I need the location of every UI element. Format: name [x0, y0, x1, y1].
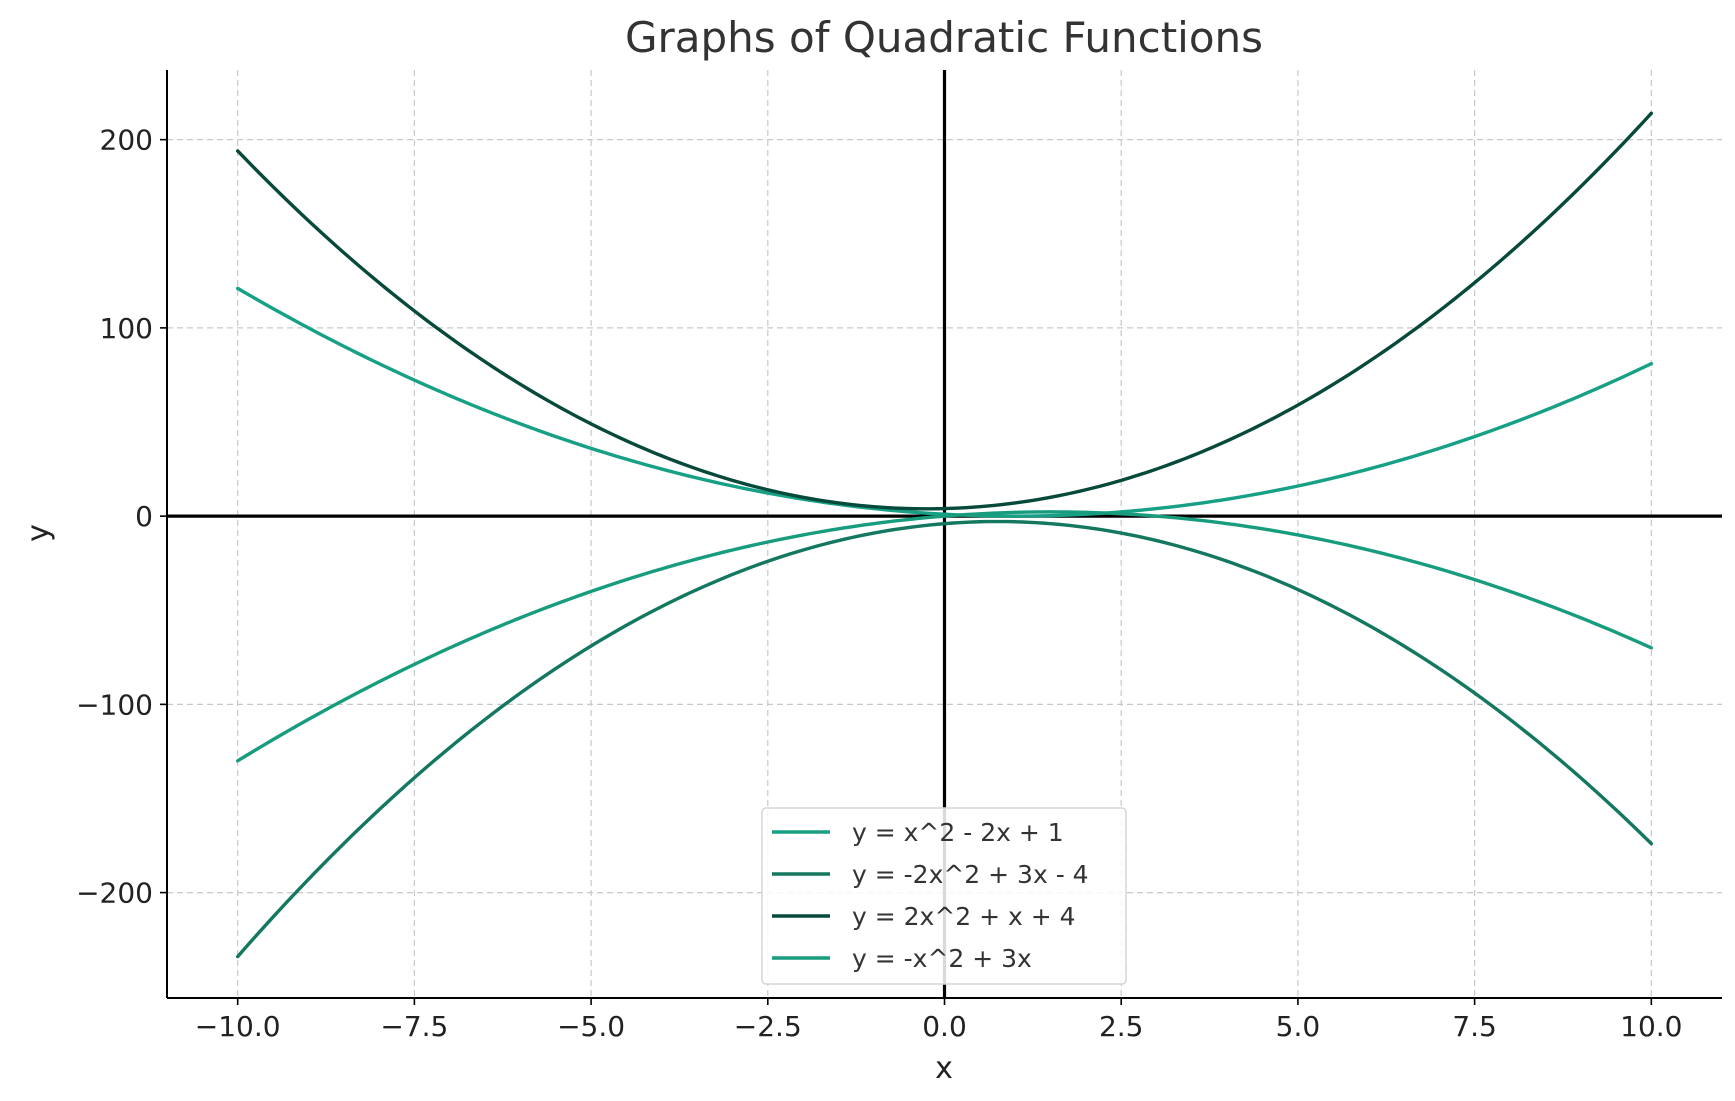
series-line-4 — [235, 510, 1654, 763]
y-axis-ticks: −200 −100 0 100 200 — [76, 124, 167, 910]
chart-title: Graphs of Quadratic Functions — [625, 13, 1263, 62]
x-tick-label: −2.5 — [734, 1010, 802, 1043]
legend: y = x^2 - 2x + 1 y = -2x^2 + 3x - 4 y = 2x… — [761, 807, 1127, 985]
legend-box — [761, 807, 1127, 985]
x-tick-label: 0.0 — [922, 1010, 967, 1043]
legend-label-2: y = -2x^2 + 3x - 4 — [852, 860, 1089, 889]
legend-label-4: y = -x^2 + 3x — [852, 944, 1032, 973]
x-tick-label: 10.0 — [1620, 1010, 1682, 1043]
x-tick-label: 7.5 — [1452, 1010, 1497, 1043]
x-tick-label: −5.0 — [557, 1010, 625, 1043]
y-tick-label: −100 — [76, 688, 153, 721]
series-line-2 — [235, 519, 1654, 959]
x-tick-label: −10.0 — [195, 1010, 281, 1043]
series-group — [235, 111, 1654, 959]
legend-label-1: y = x^2 - 2x + 1 — [852, 818, 1064, 847]
y-axis-label: y — [21, 524, 56, 542]
series-line-3 — [235, 111, 1654, 511]
legend-label-3: y = 2x^2 + x + 4 — [852, 902, 1076, 931]
y-tick-label: 0 — [135, 500, 153, 533]
x-tick-label: −7.5 — [380, 1010, 448, 1043]
y-tick-label: −200 — [76, 877, 153, 910]
y-tick-label: 100 — [100, 312, 153, 345]
x-tick-label: 5.0 — [1276, 1010, 1321, 1043]
x-axis-ticks: −10.0 −7.5 −5.0 −2.5 0.0 2.5 5.0 7.5 10.0 — [195, 998, 1682, 1043]
series-line-1 — [235, 286, 1654, 518]
x-tick-label: 2.5 — [1099, 1010, 1144, 1043]
x-axis-label: x — [935, 1051, 953, 1086]
y-tick-label: 200 — [100, 124, 153, 157]
